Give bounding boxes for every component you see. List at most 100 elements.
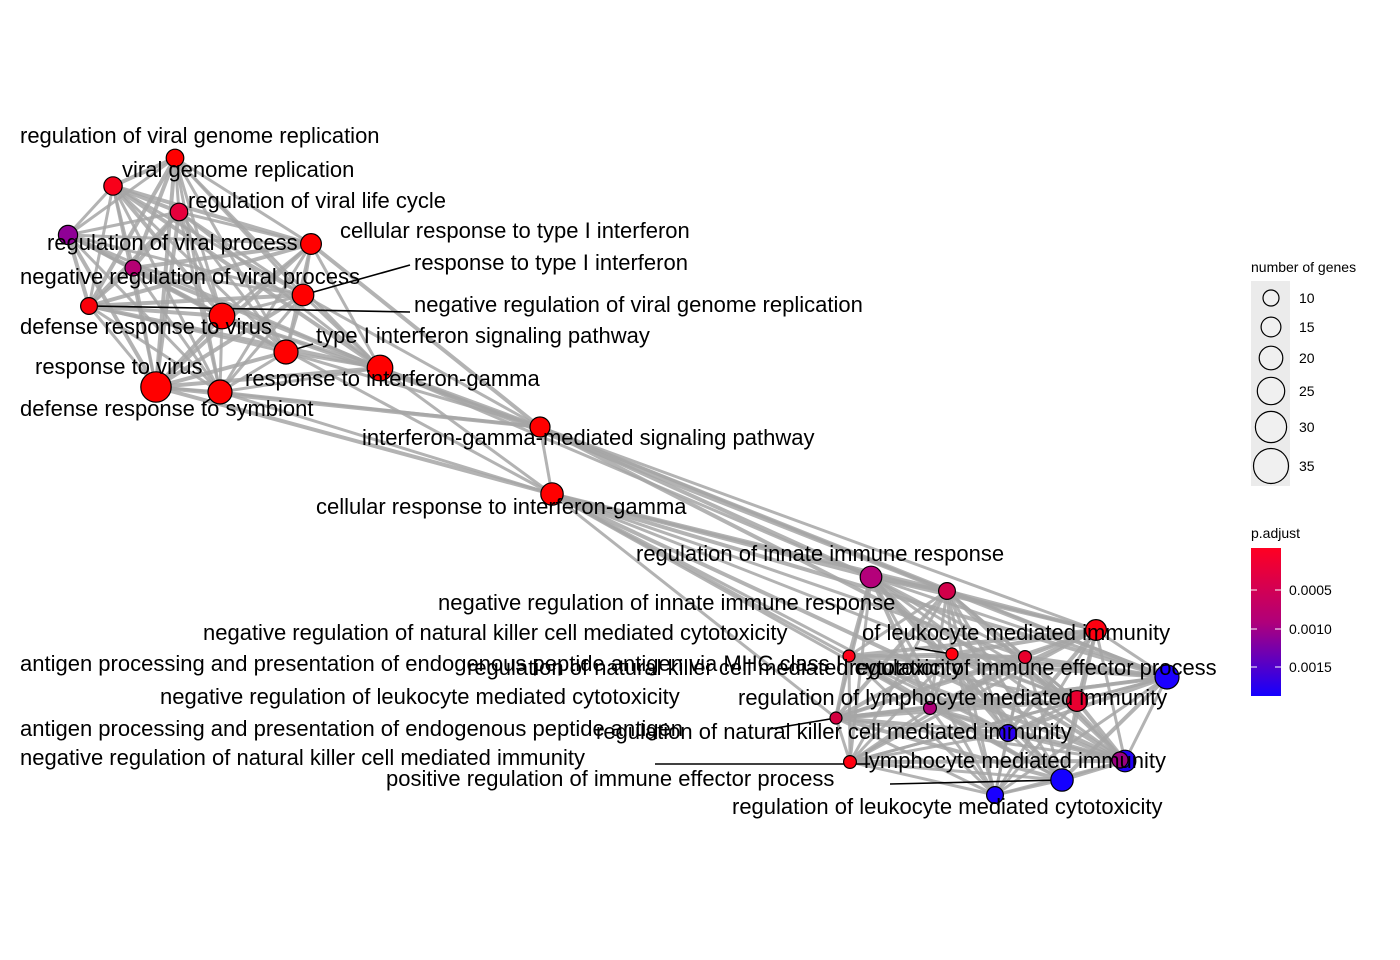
edge-n12-n17 [379, 366, 948, 593]
color-legend-title: p.adjust [1251, 525, 1300, 541]
node-label-n8: negative regulation of viral genome repl… [414, 292, 863, 317]
edge-n1-n2 [112, 156, 176, 188]
edge-n7-n14 [302, 293, 541, 429]
edge-n14-n19 [539, 425, 1097, 632]
edge-n5-n8 [88, 266, 134, 308]
edge-n22-n28 [1123, 676, 1169, 762]
edge-n15-n21 [551, 492, 1026, 659]
node-n31 [1111, 751, 1129, 769]
node-label-n14: interferon-gamma-mediated signaling path… [362, 425, 814, 450]
label-leader-layer [88, 264, 1063, 785]
node-label-n13: defense response to symbiont [20, 396, 314, 421]
edge-n8-n11 [87, 305, 158, 388]
node-n16 [859, 565, 883, 589]
node-label-n7: response to type I interferon [414, 250, 688, 275]
node-n30 [985, 785, 1004, 804]
edge-n24-n25 [835, 699, 1078, 720]
node-n5 [124, 259, 142, 277]
size-legend-value-30: 30 [1299, 419, 1315, 435]
node-n6 [300, 233, 323, 256]
label-layer: regulation of viral genome replication vi… [20, 123, 1217, 819]
edge-n13-n14 [219, 390, 541, 429]
size-legend-key-15 [1260, 316, 1282, 338]
edge-n19-n22 [1095, 628, 1168, 679]
edge-n25-n26 [835, 716, 1009, 735]
node-n20 [842, 649, 856, 663]
edge-n27-n30 [849, 760, 996, 797]
edge-n4-n13 [66, 233, 222, 394]
node-n8 [79, 297, 98, 316]
edge-n6-n14 [309, 242, 542, 429]
edge-n25-n27 [834, 717, 852, 763]
edge-n15-n25 [551, 492, 837, 720]
edge-n1-n12 [173, 156, 382, 370]
edge-n24-n26 [1007, 699, 1078, 735]
node-label-n18: negative regulation of natural killer ce… [203, 620, 788, 645]
edge-n5-n12 [132, 266, 381, 370]
edge-n9-n11 [154, 314, 224, 389]
node-label-n11: response to virus [35, 354, 203, 379]
node-n15 [540, 482, 564, 506]
edge-n14-n22 [539, 425, 1168, 679]
edge-n17-n20 [848, 589, 948, 658]
edge-n5-n7 [132, 266, 304, 297]
node-layer [57, 148, 1180, 804]
size-legend-value-10: 10 [1299, 290, 1315, 306]
node-n21 [1017, 649, 1032, 664]
edge-n7-n9 [221, 293, 304, 318]
edge-n7-n8 [88, 293, 304, 308]
node-label-n20: antigen processing and presentation of e… [20, 651, 842, 676]
node-label-n12: response to interferon-gamma [245, 366, 540, 391]
label-leader-n25 [769, 717, 837, 730]
size-legend-key-30 [1254, 410, 1288, 444]
node-label-n19: of leukocyte mediated immunity [862, 620, 1170, 645]
edge-n1-n8 [87, 156, 177, 308]
node-label-n29: positive regulation of immune effector p… [386, 766, 834, 791]
edge-n1-n6 [174, 156, 312, 246]
edge-n11-n12 [155, 366, 381, 389]
colorbar-label-1: 0.0010 [1289, 621, 1332, 637]
edge-n24-n27 [849, 699, 1078, 764]
edge-n24-n29 [1060, 700, 1079, 781]
node-label-n27: negative regulation of natural killer ce… [20, 745, 585, 770]
edge-n16-n27 [848, 576, 873, 763]
node-n11 [140, 371, 172, 403]
node-n29 [1050, 768, 1074, 792]
edge-n2-n6 [112, 184, 312, 246]
node-n26 [998, 723, 1017, 742]
node-n18 [945, 647, 959, 661]
node-label-n24: regulation of lymphocyte mediated immuni… [738, 685, 1167, 710]
node-label-n23: negative regulation of leukocyte mediate… [160, 684, 680, 709]
edge-n3-n11 [154, 211, 181, 388]
node-label-n9: defense response to virus [20, 314, 272, 339]
edge-n20-n27 [847, 655, 852, 763]
node-n7 [291, 283, 315, 307]
edge-n23-n27 [849, 706, 931, 764]
edge-n8-n12 [88, 304, 381, 370]
node-n14 [529, 416, 551, 438]
size-legend-key-35 [1252, 447, 1290, 485]
node-n9 [208, 302, 236, 330]
edge-n3-n4 [67, 210, 180, 237]
edge-n11-n15 [155, 385, 553, 496]
node-n22 [1154, 664, 1180, 690]
node-n23 [922, 700, 937, 715]
edge-n15-n22 [551, 492, 1168, 679]
edge-n15-n19 [551, 492, 1097, 632]
node-label-n26: regulation of natural killer cell mediat… [596, 719, 1072, 744]
node-label-n3: regulation of viral life cycle [188, 188, 446, 213]
edge-n26-n27 [849, 731, 1009, 764]
size-legend-key-10 [1262, 289, 1280, 307]
node-label-n10: type I interferon signaling pathway [316, 323, 650, 348]
size-legend: number of genes 10 15 20 25 30 35 [1251, 259, 1356, 486]
edge-n25-n29 [835, 716, 1063, 782]
edge-n2-n4 [66, 184, 115, 237]
edge-n7-n12 [301, 293, 382, 370]
node-n1 [165, 148, 185, 168]
edge-n21-n22 [1024, 655, 1168, 679]
edge-n12-n15 [379, 366, 553, 496]
size-legend-value-25: 25 [1299, 383, 1315, 399]
label-leader-n8 [88, 305, 411, 313]
edge-n3-n10 [177, 211, 288, 353]
